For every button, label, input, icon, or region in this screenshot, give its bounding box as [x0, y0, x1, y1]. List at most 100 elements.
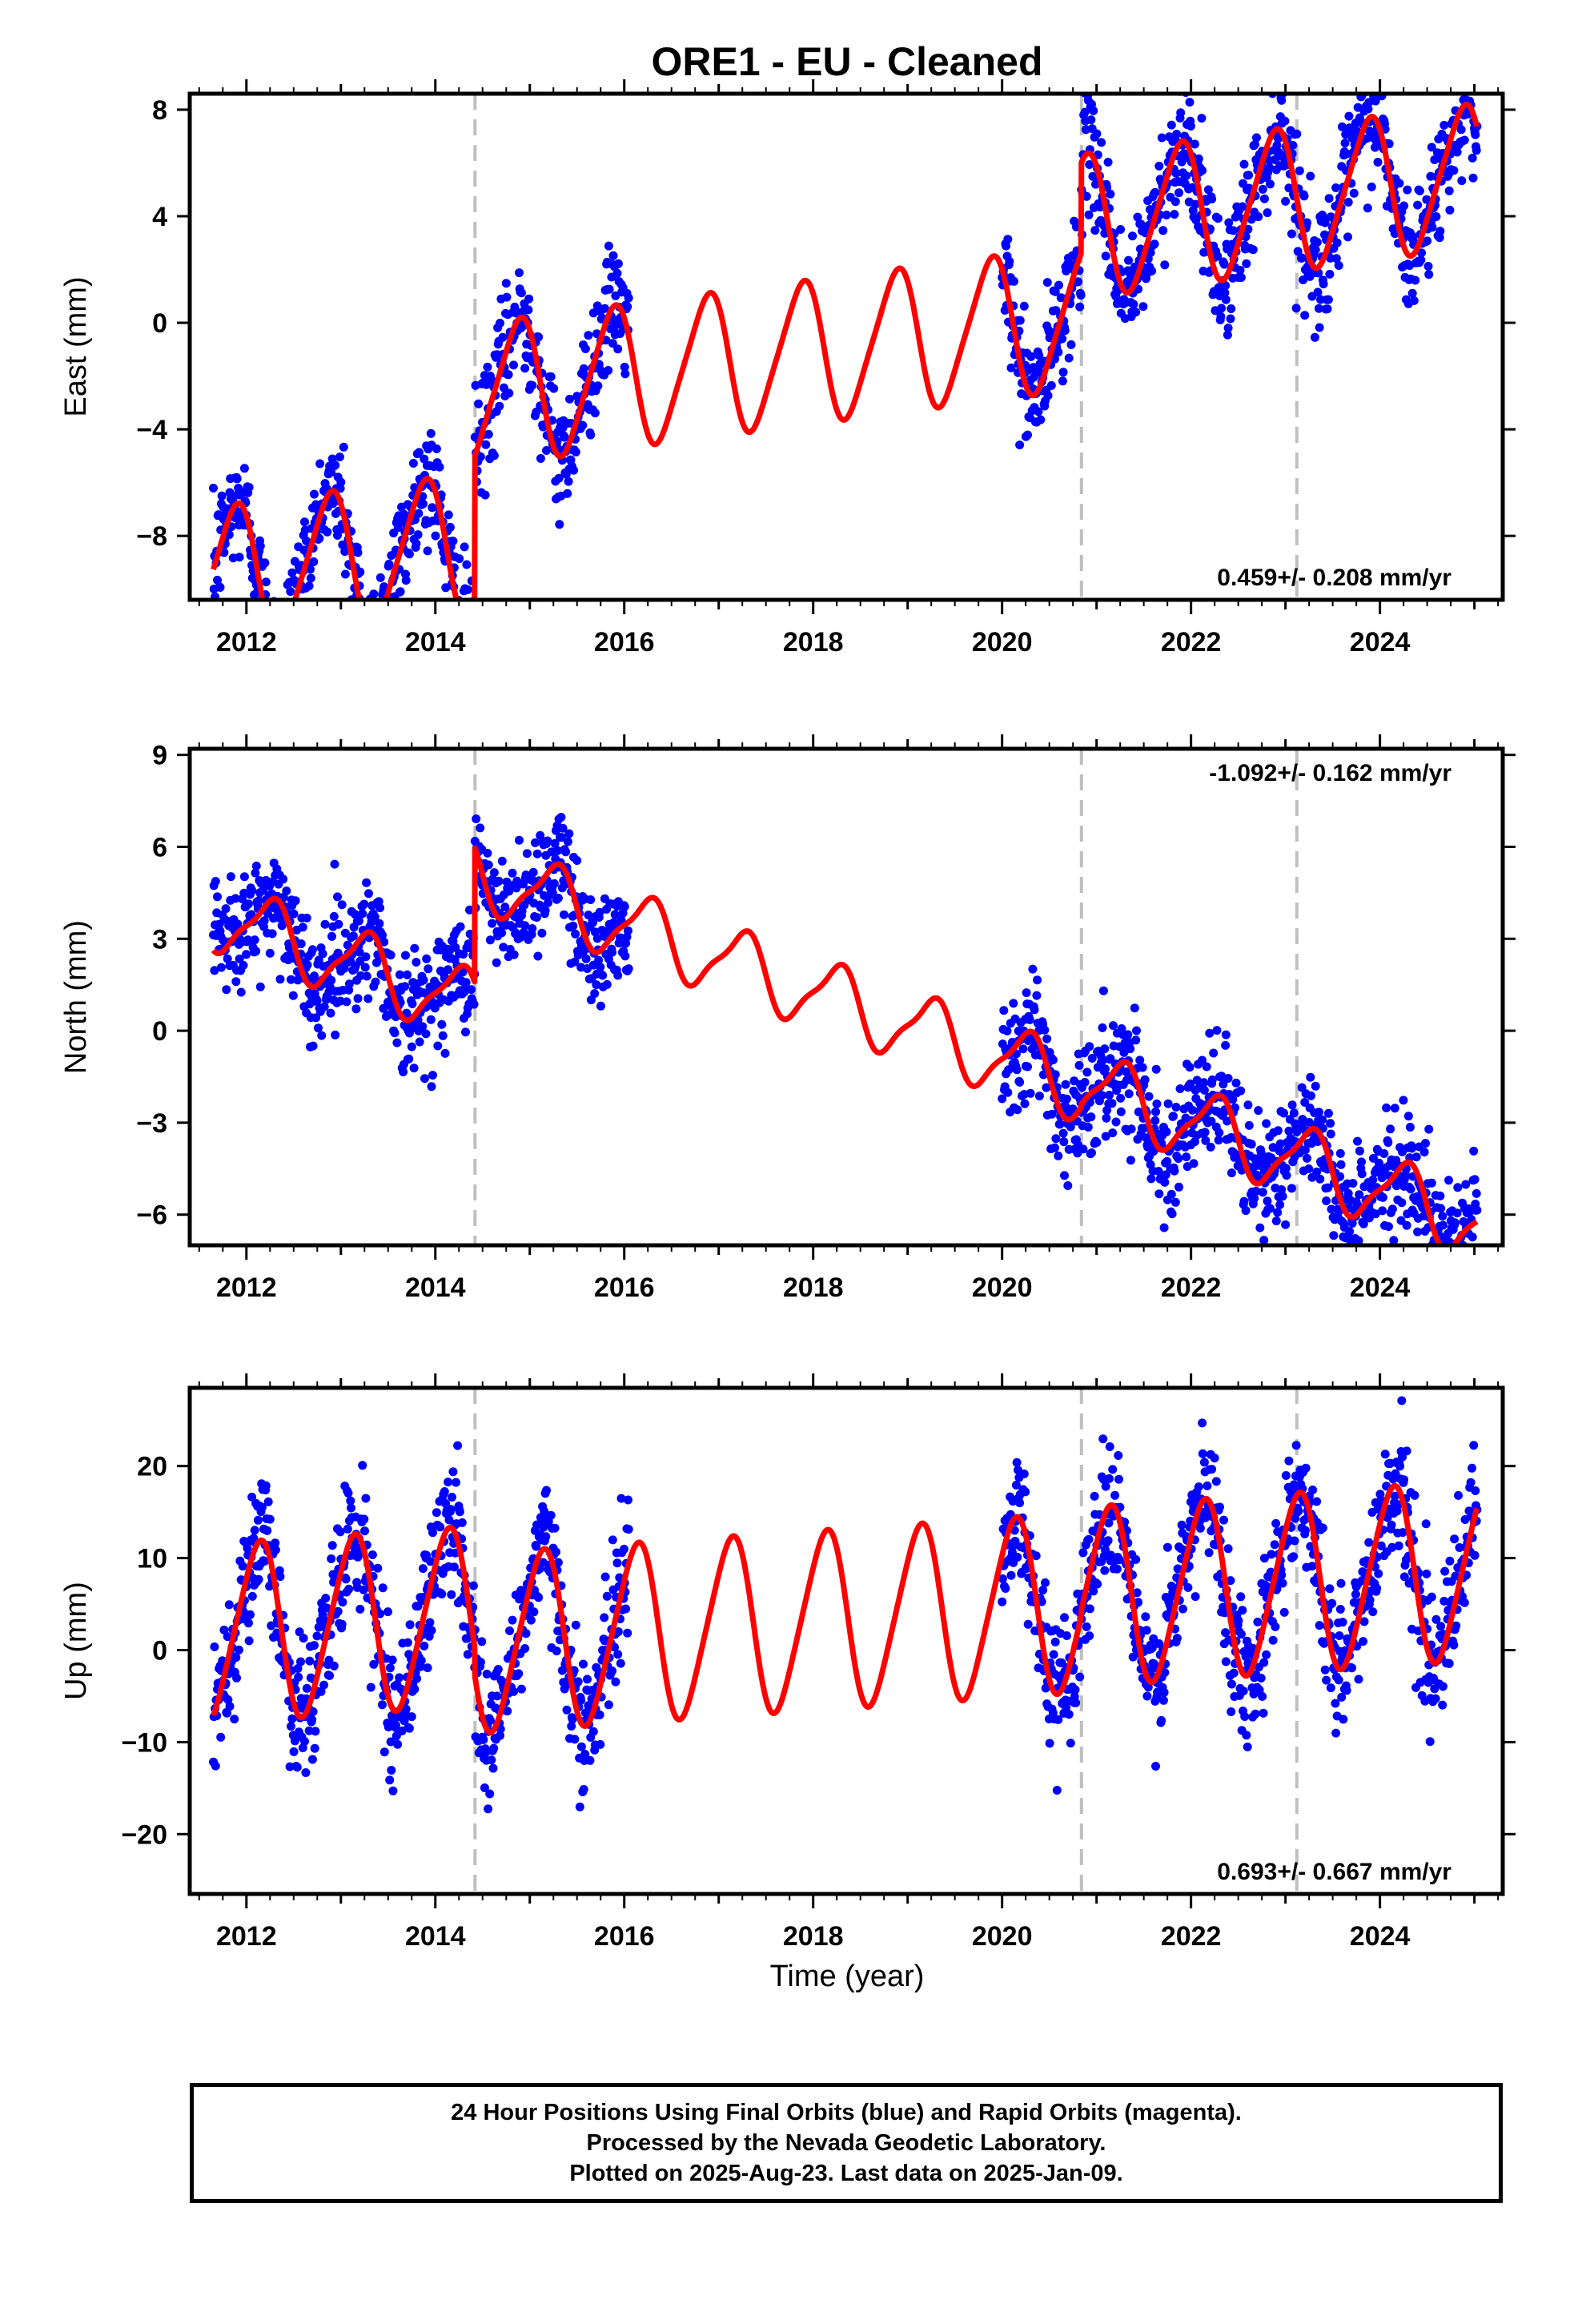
up-data-point: [307, 1715, 317, 1724]
north-data-point: [1444, 1176, 1453, 1185]
up-data-point: [1023, 1619, 1033, 1629]
up-data-point: [541, 1532, 551, 1542]
east-data-point: [279, 649, 288, 657]
north-data-point: [1306, 1072, 1315, 1082]
north-data-point: [330, 859, 339, 869]
east-data-point: [524, 294, 534, 304]
north-data-point: [1032, 991, 1042, 1000]
east-data-point: [555, 520, 564, 529]
east-data-point: [1116, 225, 1126, 234]
north-data-point: [1212, 1026, 1222, 1035]
east-data-point: [1198, 166, 1207, 175]
north-data-point: [1469, 1146, 1479, 1156]
north-data-point: [1201, 1136, 1211, 1145]
up-data-point: [1141, 1612, 1150, 1622]
up-data-point: [1342, 1686, 1351, 1695]
east-data-point: [623, 302, 632, 312]
up-data-point: [296, 1657, 305, 1667]
north-data-point: [581, 954, 591, 963]
up-data-point: [468, 1581, 478, 1590]
up-data-point: [1327, 1598, 1337, 1608]
east-data-point: [375, 680, 383, 689]
east-data-point: [286, 587, 295, 597]
east-data-point: [276, 624, 285, 633]
north-data-point: [1424, 1124, 1434, 1134]
up-data-point: [1071, 1698, 1081, 1707]
up-data-point: [485, 1789, 495, 1799]
north-data-point: [1443, 1265, 1452, 1273]
north-data-point: [624, 964, 633, 974]
east-data-point: [1162, 211, 1171, 219]
up-data-point: [299, 1634, 308, 1643]
north-data-point: [489, 868, 499, 878]
up-data-point: [387, 1655, 397, 1665]
north-data-point: [461, 1027, 470, 1037]
east-data-point: [336, 477, 346, 487]
north-y-tick-label: 6: [152, 832, 167, 862]
up-data-point: [1364, 1538, 1374, 1547]
north-data-point: [371, 977, 380, 987]
north-data-point: [401, 951, 410, 960]
up-data-point: [477, 1637, 487, 1647]
east-data-point: [396, 587, 405, 597]
up-data-point: [246, 1610, 255, 1619]
up-data-point: [1259, 1658, 1269, 1667]
east-data-point: [462, 560, 472, 569]
east-data-point: [373, 613, 382, 621]
east-data-point: [1326, 212, 1335, 222]
north-data-point: [1453, 1183, 1463, 1192]
east-data-point: [1247, 215, 1256, 224]
north-data-point: [1162, 1127, 1171, 1136]
east-data-point: [287, 621, 295, 630]
north-data-point: [410, 943, 420, 953]
east-data-point: [340, 569, 350, 579]
east-data-point: [1331, 183, 1341, 192]
up-data-point: [453, 1441, 463, 1450]
east-x-tick-label: 2020: [972, 627, 1033, 657]
east-data-point: [1460, 135, 1469, 145]
up-data-point: [367, 1550, 377, 1559]
north-data-point: [998, 1094, 1007, 1104]
east-data-point: [267, 615, 275, 624]
east-data-point: [1444, 186, 1454, 195]
up-data-point: [1335, 1631, 1344, 1640]
east-data-point: [1423, 236, 1432, 246]
north-data-point: [317, 1031, 327, 1040]
east-data-point: [504, 370, 513, 380]
north-data-point: [1166, 1189, 1176, 1199]
north-data-point: [1461, 1248, 1470, 1256]
east-data-point: [363, 608, 371, 617]
east-data-point: [282, 609, 291, 618]
east-data-point: [1466, 54, 1475, 63]
east-data-point: [260, 558, 270, 568]
up-data-point: [621, 1604, 631, 1614]
east-data-point: [310, 489, 319, 499]
north-data-point: [279, 875, 288, 884]
up-data-point: [1347, 1663, 1356, 1673]
up-data-point: [1207, 1465, 1217, 1474]
up-data-point: [1320, 1665, 1330, 1675]
north-data-point: [1461, 1180, 1471, 1189]
north-data-point: [602, 979, 612, 989]
north-data-point: [250, 935, 259, 945]
up-data-point: [1256, 1674, 1266, 1683]
north-data-point: [1098, 1055, 1108, 1065]
north-data-point: [1374, 1158, 1383, 1168]
north-data-point: [1126, 1124, 1136, 1134]
east-data-point: [502, 292, 512, 302]
north-data-point: [1250, 1193, 1259, 1203]
up-data-point: [1199, 1458, 1209, 1467]
up-data-point: [1380, 1449, 1390, 1459]
north-data-point: [1144, 1092, 1154, 1101]
up-data-point: [1064, 1710, 1074, 1719]
north-data-point: [1146, 1174, 1156, 1184]
north-data-point: [1456, 1256, 1464, 1265]
east-data-point: [1003, 235, 1013, 244]
up-data-point: [343, 1524, 352, 1534]
east-x-tick-label: 2014: [405, 627, 466, 657]
east-data-point: [1242, 259, 1251, 268]
north-data-point: [1456, 1256, 1464, 1265]
east-data-point: [1147, 266, 1157, 275]
north-data-point: [1357, 1169, 1367, 1179]
